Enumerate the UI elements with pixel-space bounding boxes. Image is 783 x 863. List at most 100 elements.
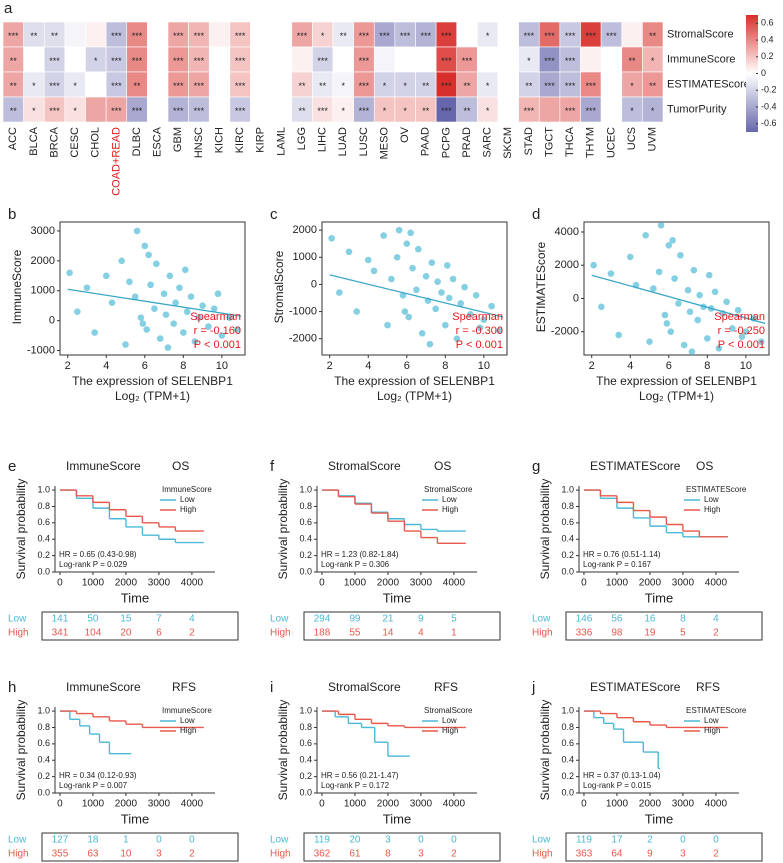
point bbox=[443, 262, 451, 269]
point bbox=[642, 232, 649, 239]
significance-label: *** bbox=[132, 56, 143, 66]
point bbox=[738, 333, 746, 341]
y-axis-label: Survival probability bbox=[538, 700, 552, 801]
point bbox=[590, 261, 597, 269]
annotation: r = -0.300 bbox=[456, 325, 503, 337]
significance-label: *** bbox=[49, 56, 60, 66]
legend-label: Low bbox=[180, 716, 195, 725]
y-tick-label: 0.0 bbox=[561, 787, 574, 797]
heat-cell bbox=[147, 71, 169, 98]
point bbox=[734, 306, 742, 314]
y-axis-label: StromalScore bbox=[272, 250, 286, 323]
risk-row-label: Low bbox=[532, 614, 551, 625]
y-axis-label: Survival probability bbox=[538, 479, 552, 580]
risk-count: 0 bbox=[189, 835, 195, 846]
hazard-ratio: HR = 0.76 (0.51-1.14) bbox=[583, 550, 661, 559]
point bbox=[413, 286, 420, 294]
point bbox=[476, 324, 484, 332]
column-label: ACC bbox=[7, 127, 19, 150]
column-label: DLBC bbox=[131, 127, 143, 156]
significance-label: *** bbox=[565, 81, 576, 91]
y-tick-label: 1.0 bbox=[37, 705, 50, 715]
x-tick-label: 2 bbox=[589, 360, 595, 372]
significance-label: *** bbox=[235, 31, 246, 41]
point bbox=[233, 326, 241, 333]
point bbox=[401, 308, 409, 315]
point bbox=[445, 294, 453, 302]
point bbox=[626, 253, 634, 261]
risk-count: 99 bbox=[349, 614, 361, 625]
x-tick-label: 3000 bbox=[672, 578, 695, 589]
legend-label: Low bbox=[442, 495, 457, 504]
panel-label: b bbox=[8, 206, 16, 223]
annotation: Spearman bbox=[452, 311, 503, 323]
x-tick-label: 2000 bbox=[639, 578, 662, 589]
x-tick-label: 1000 bbox=[344, 799, 367, 810]
point bbox=[205, 323, 212, 330]
risk-row-label: High bbox=[8, 849, 29, 860]
significance-label: *** bbox=[194, 106, 205, 116]
heat-cell bbox=[456, 21, 478, 48]
point bbox=[480, 316, 488, 324]
significance-label: *** bbox=[235, 81, 246, 91]
x-tick-label: 4 bbox=[365, 360, 371, 372]
column-label: TGCT bbox=[543, 127, 555, 157]
x-tick-label: 1000 bbox=[606, 578, 629, 589]
y-tick-label: -2000 bbox=[289, 333, 317, 345]
point bbox=[467, 310, 474, 318]
y-tick-label: 2000 bbox=[293, 224, 317, 236]
x-tick-label: 6 bbox=[666, 360, 672, 372]
risk-count: 3 bbox=[156, 849, 162, 860]
y-tick-label: 0.4 bbox=[37, 755, 50, 765]
y-tick-label: 1000 bbox=[31, 285, 55, 297]
x-tick-label: 3000 bbox=[148, 799, 171, 810]
point bbox=[162, 311, 170, 318]
significance-label: ** bbox=[340, 31, 348, 41]
significance-label: ** bbox=[299, 81, 307, 91]
significance-label: *** bbox=[544, 31, 555, 41]
significance-label: *** bbox=[606, 31, 617, 41]
x-tick-label: 4000 bbox=[181, 799, 204, 810]
x-axis-label: Time bbox=[645, 590, 673, 605]
risk-count: 5 bbox=[680, 628, 686, 639]
column-label: CHOL bbox=[90, 127, 102, 158]
point bbox=[457, 300, 465, 307]
significance-label: * bbox=[342, 106, 346, 116]
point bbox=[380, 232, 387, 239]
y-axis-label: Survival probability bbox=[14, 479, 28, 580]
significance-label: *** bbox=[400, 31, 411, 41]
point bbox=[694, 316, 701, 324]
column-label: SKCM bbox=[502, 127, 514, 159]
heat-cell bbox=[208, 21, 231, 48]
risk-table-frame bbox=[303, 832, 501, 862]
risk-count: 2 bbox=[189, 849, 195, 860]
point bbox=[218, 332, 226, 339]
point bbox=[684, 286, 692, 294]
significance-label: *** bbox=[544, 56, 555, 66]
point bbox=[195, 314, 203, 321]
point bbox=[164, 344, 172, 351]
row-label: StromalScore bbox=[667, 28, 734, 40]
point bbox=[370, 267, 378, 275]
significance-label: *** bbox=[421, 31, 432, 41]
significance-label: ** bbox=[422, 106, 430, 116]
heat-cell bbox=[250, 46, 272, 73]
column-label: HNSC bbox=[193, 127, 205, 158]
risk-count: 10 bbox=[120, 849, 132, 860]
y-tick-label: 0.8 bbox=[37, 722, 50, 732]
point bbox=[353, 308, 360, 315]
column-label: STAD bbox=[523, 127, 535, 156]
y-tick-label: 1000 bbox=[293, 251, 317, 263]
column-label: KIRP bbox=[255, 127, 267, 153]
column-label: UVM bbox=[647, 127, 659, 151]
significance-label: *** bbox=[441, 81, 452, 91]
point bbox=[364, 256, 372, 264]
point bbox=[166, 272, 174, 280]
plot-title: ImmuneScore bbox=[66, 680, 141, 694]
risk-count: 1 bbox=[451, 628, 457, 639]
hazard-ratio: HR = 0.34 (0.12-0.93) bbox=[59, 771, 137, 780]
hazard-ratio: HR = 0.56 (0.21-1.47) bbox=[321, 771, 399, 780]
heat-cell bbox=[85, 96, 107, 123]
legend-title: StromalScore bbox=[424, 706, 473, 715]
row-label: ImmuneScore bbox=[667, 53, 735, 65]
